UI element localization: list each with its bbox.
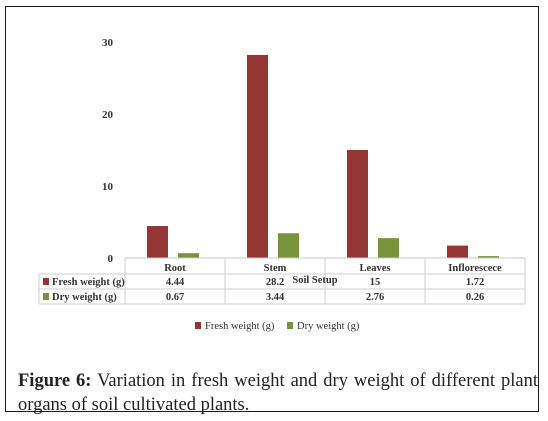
legend-key [287,322,293,329]
category-label: Inflorescece [448,263,502,274]
table-legend-key [43,278,49,285]
bar-fresh-root [147,226,168,258]
table-value: 3.44 [266,292,285,303]
bar-dry-stem [278,233,299,258]
legend-key [195,322,201,329]
figure-caption: Figure 6: Variation in fresh weight and … [18,369,538,417]
bar-chart: 0 10 20 30 Root Stem Leaves Inflorescece Soil Se… [38,37,526,332]
legend-label: Fresh weight (g) [205,321,275,332]
category-label: Leaves [360,263,391,274]
bar-fresh-leaves [347,150,368,258]
y-tick-label: 0 [108,253,114,265]
table-value: 0.67 [166,292,184,303]
bar-dry-leaves [378,238,399,258]
caption-label: Figure 6: [18,371,92,391]
table-value: 4.44 [166,277,185,288]
y-tick-label: 20 [102,109,114,121]
figure-frame: 0 10 20 30 Root Stem Leaves Inflorescece Soil Se… [5,6,539,415]
table-series-name: Dry weight (g) [52,292,117,303]
caption-text: Variation in fresh weight and dry weight… [18,371,538,415]
plot-area: 0 10 20 30 Root Stem Leaves Inflorescece Soil Se… [38,37,526,332]
table-series-name: Fresh weight (g) [52,277,125,288]
y-tick-label: 30 [102,37,114,49]
table-value: 0.26 [466,292,484,303]
category-label: Root [164,263,186,274]
y-tick-label: 10 [102,181,114,193]
bar-fresh-inflorescece [447,245,468,258]
table-value: 1.72 [466,277,484,288]
table-value: 15 [370,277,381,288]
category-label: Stem [264,263,287,274]
table-value: 2.76 [366,292,384,303]
legend-label: Dry weight (g) [297,321,360,332]
bar-dry-inflorescece [478,256,499,258]
table-legend-key [43,293,49,300]
bar-dry-root [178,253,199,258]
bar-fresh-stem [247,54,268,259]
x-axis-title: Soil Setup [292,275,337,286]
table-value: 28.2 [266,277,284,288]
